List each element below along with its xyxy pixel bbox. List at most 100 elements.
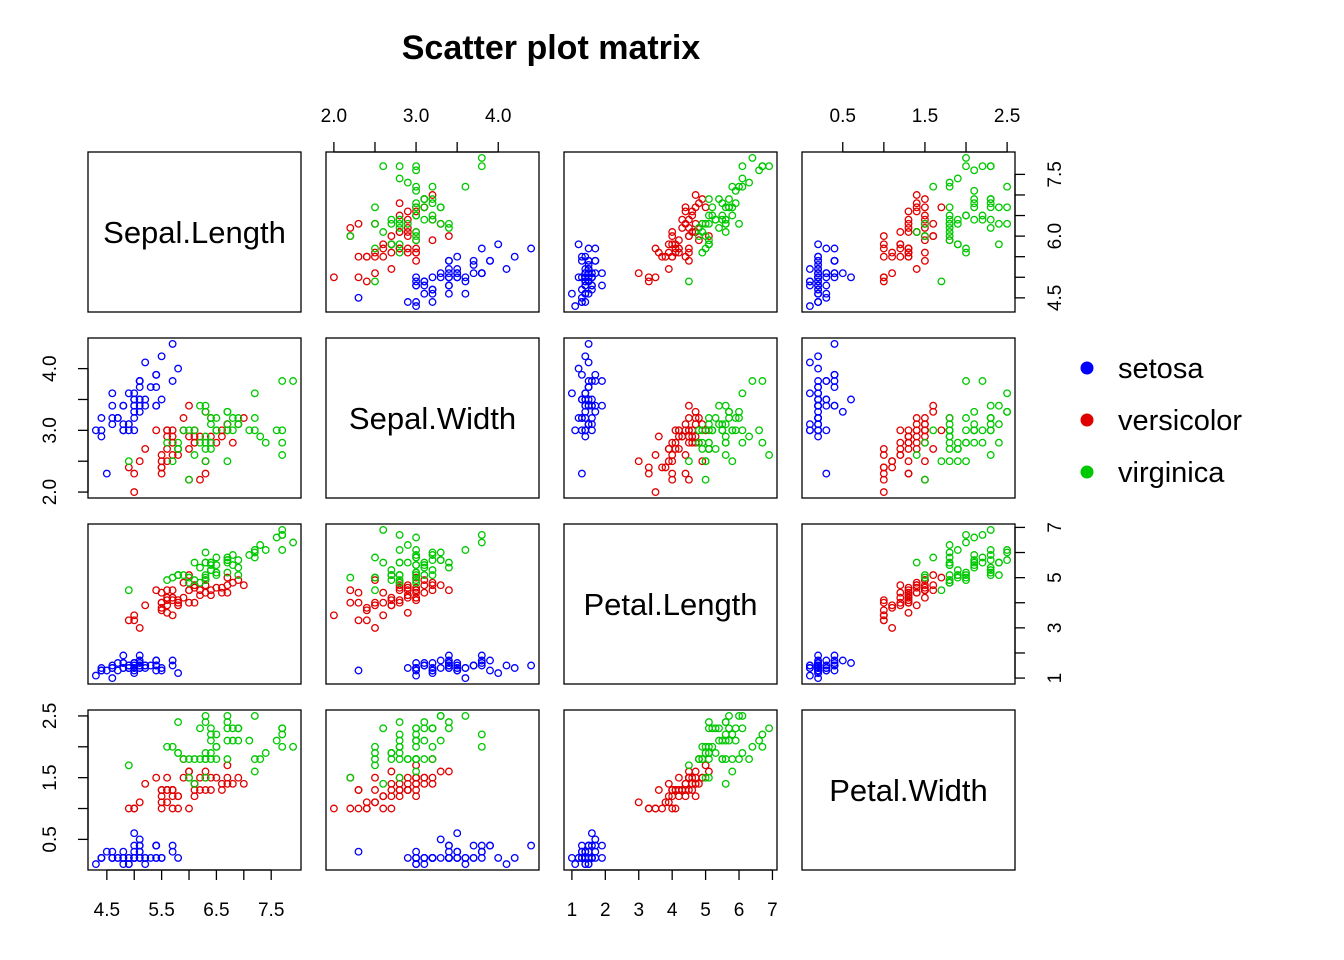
- point-versicolor: [701, 761, 710, 770]
- point-versicolor: [130, 804, 139, 813]
- point-setosa: [477, 244, 486, 253]
- point-virginica: [250, 553, 259, 562]
- point-virginica: [278, 426, 287, 435]
- point-virginica: [185, 578, 193, 587]
- point-versicolor: [403, 207, 412, 216]
- point-virginica: [163, 576, 172, 585]
- point-versicolor: [888, 252, 897, 261]
- point-setosa: [830, 401, 839, 410]
- point-versicolor: [904, 207, 913, 216]
- point-setosa: [157, 395, 166, 404]
- point-setosa: [584, 244, 593, 253]
- point-versicolor: [684, 414, 693, 422]
- tick-label: 5.5: [148, 900, 174, 921]
- point-versicolor: [157, 588, 166, 597]
- point-setosa: [591, 244, 600, 253]
- point-versicolor: [444, 232, 453, 241]
- legend-label: setosa: [1118, 353, 1204, 385]
- point-virginica: [278, 530, 287, 539]
- point-virginica: [694, 232, 703, 241]
- point-versicolor: [651, 488, 660, 497]
- point-setosa: [591, 256, 600, 265]
- point-setosa: [461, 289, 470, 298]
- point-virginica: [234, 571, 243, 580]
- point-virginica: [920, 438, 929, 447]
- point-versicolor: [879, 244, 888, 253]
- point-versicolor: [387, 767, 396, 776]
- point-setosa: [822, 289, 831, 298]
- point-virginica: [684, 761, 693, 770]
- legend-item-setosa: setosa: [1080, 353, 1204, 385]
- point-virginica: [395, 174, 404, 183]
- point-virginica: [721, 215, 730, 224]
- point-setosa: [135, 853, 144, 862]
- point-setosa: [141, 401, 150, 410]
- point-virginica: [395, 223, 404, 232]
- point-virginica: [684, 277, 693, 286]
- point-virginica: [412, 561, 421, 570]
- point-versicolor: [654, 432, 663, 441]
- point-virginica: [428, 571, 437, 580]
- point-virginica: [261, 438, 270, 447]
- point-virginica: [704, 236, 713, 245]
- point-setosa: [453, 829, 462, 838]
- point-virginica: [403, 755, 412, 764]
- point-versicolor: [135, 798, 144, 807]
- point-setosa: [814, 256, 823, 265]
- point-versicolor: [412, 588, 421, 597]
- point-setosa: [830, 339, 839, 348]
- point-versicolor: [674, 773, 683, 782]
- point-setosa: [598, 841, 606, 850]
- panel-frame: [801, 709, 1016, 871]
- tick-label: 1: [1045, 673, 1066, 684]
- point-setosa: [168, 661, 177, 670]
- tick-label: 3.0: [40, 417, 61, 443]
- point-virginica: [420, 215, 429, 224]
- point-versicolor: [904, 591, 913, 600]
- point-setosa: [453, 269, 462, 278]
- point-versicolor: [428, 586, 437, 595]
- point-virginica: [994, 219, 1003, 228]
- point-virginica: [379, 228, 388, 236]
- axis-top-Petal.Width: 0.5 1.5 2.5: [830, 106, 1020, 153]
- point-virginica: [962, 571, 970, 580]
- point-virginica: [738, 711, 747, 720]
- point-setosa: [428, 664, 437, 672]
- panel-frame: [87, 523, 302, 685]
- point-virginica: [970, 563, 979, 572]
- point-versicolor: [668, 232, 677, 241]
- point-versicolor: [190, 792, 199, 801]
- point-versicolor: [196, 475, 204, 484]
- point-versicolor: [206, 773, 215, 782]
- point-setosa: [822, 664, 831, 672]
- point-versicolor: [904, 588, 913, 597]
- point-virginica: [912, 451, 921, 459]
- point-setosa: [461, 664, 470, 672]
- point-setosa: [444, 853, 453, 862]
- point-virginica: [124, 586, 133, 595]
- point-setosa: [412, 847, 421, 856]
- point-virginica: [395, 718, 404, 727]
- point-setosa: [420, 659, 429, 667]
- point-virginica: [748, 153, 757, 162]
- point-virginica: [731, 199, 740, 208]
- point-setosa: [830, 651, 839, 660]
- point-versicolor: [888, 601, 897, 610]
- point-versicolor: [444, 767, 453, 776]
- point-versicolor: [896, 588, 905, 597]
- point-virginica: [920, 475, 929, 484]
- point-virginica: [245, 426, 254, 435]
- point-versicolor: [196, 773, 204, 782]
- point-setosa: [587, 269, 596, 278]
- point-virginica: [278, 377, 287, 385]
- point-versicolor: [929, 219, 938, 228]
- point-virginica: [945, 576, 954, 585]
- point-virginica: [190, 426, 199, 435]
- point-virginica: [428, 548, 437, 557]
- point-versicolor: [223, 773, 232, 782]
- point-setosa: [412, 281, 421, 290]
- point-virginica: [731, 414, 740, 422]
- point-setosa: [168, 656, 177, 665]
- point-virginica: [704, 195, 713, 204]
- point-versicolor: [912, 203, 921, 212]
